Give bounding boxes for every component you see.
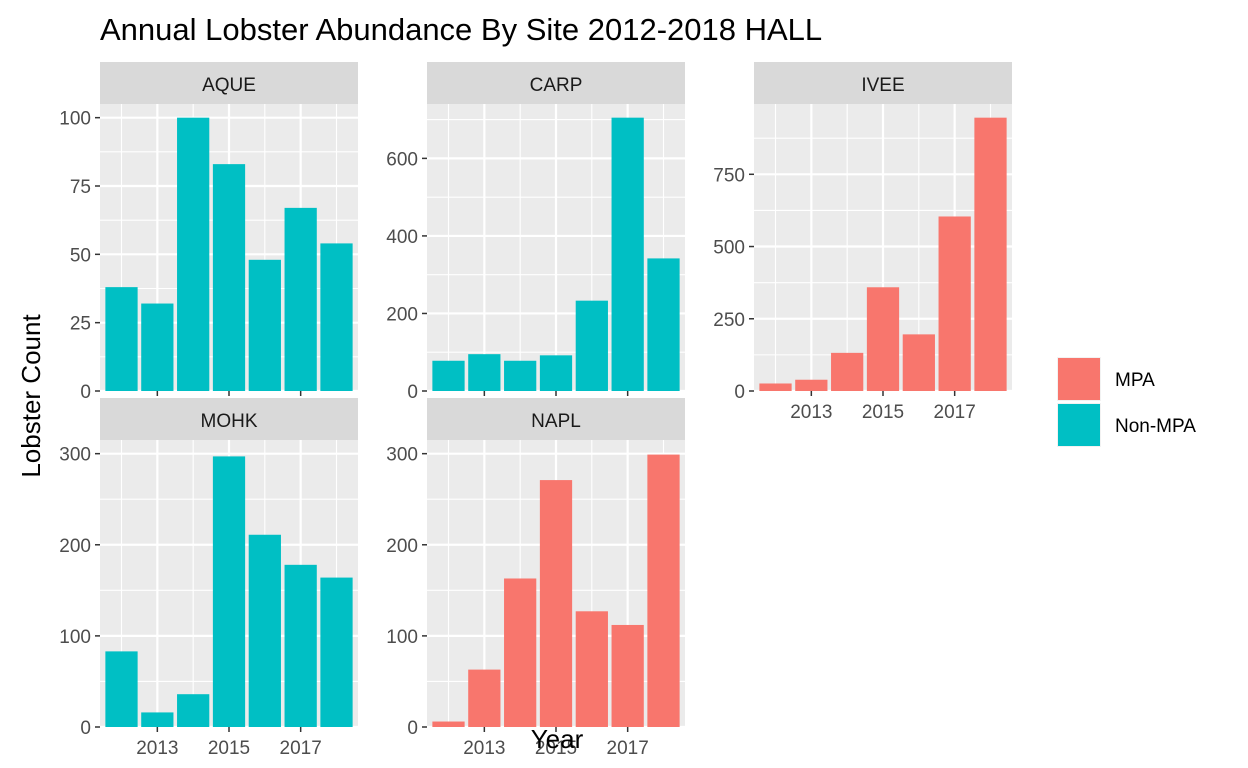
x-tick-label: 2015: [535, 738, 577, 759]
bar-mohk-2018: [320, 577, 353, 727]
panel-aque: AQUE0255075100201320152017: [59, 62, 358, 423]
bar-aque-2018: [320, 243, 353, 391]
panel-ivee: IVEE 0 250 500 750 2013 2015 2017: [713, 62, 1012, 423]
y-tick-label: 500: [713, 238, 745, 259]
bar-mohk-2014: [177, 694, 210, 727]
x-axis-title: Year: [531, 724, 584, 754]
legend-label: MPA: [1115, 370, 1155, 391]
facet-strip: [754, 62, 1012, 104]
bar-mohk-2015: [212, 456, 246, 727]
x-tick-label: 2015: [208, 738, 250, 759]
bar-ivee-2018: [974, 117, 1007, 392]
x-tick-label: 2017: [280, 738, 322, 759]
bar-mohk-2012: [105, 651, 138, 727]
y-axis-title: Lobster Count: [16, 314, 46, 478]
bar-carp-2016: [575, 300, 608, 391]
bar-napl-2014: [504, 578, 537, 727]
y-tick-label: 50: [70, 245, 91, 266]
x-tick-label: 2013: [790, 402, 832, 423]
y-tick-label: 25: [70, 314, 91, 335]
facet-label: AQUE: [202, 75, 256, 96]
panel-napl: NAPL 0 100 200 300 2013 2015 2017: [386, 398, 685, 759]
y-tick-label: 100: [386, 627, 418, 648]
x-tick-label: 2015: [862, 402, 904, 423]
facet-strip: [427, 398, 685, 440]
bar-carp-2014: [504, 360, 537, 391]
bar-mohk-2016: [248, 534, 281, 727]
legend-key-mpa: [1058, 358, 1100, 400]
bar-ivee-2012: [759, 383, 792, 391]
chart-title: Annual Lobster Abundance By Site 2012-20…: [100, 12, 822, 47]
bar-napl-2012: [432, 721, 465, 727]
panel-carp: CARP0200400600201320152017: [386, 62, 685, 423]
y-tick-label: 300: [386, 445, 418, 466]
y-tick-label: 0: [80, 382, 91, 403]
y-tick-label: 250: [713, 310, 745, 331]
bar-napl-2018: [647, 454, 680, 727]
bar-carp-2017: [611, 117, 644, 392]
facet-strip: [100, 398, 358, 440]
x-tick-label: 2017: [934, 402, 976, 423]
y-tick-label: 100: [59, 627, 91, 648]
y-tick-label: 400: [386, 227, 418, 248]
facet-label: IVEE: [861, 75, 904, 96]
panel-mohk: MOHK 0 100 200 300 2013 2015 2017: [59, 398, 358, 759]
x-tick-label: 2013: [136, 738, 178, 759]
y-tick-label: 200: [386, 536, 418, 557]
bar-napl-2017: [611, 624, 644, 727]
bar-carp-2018: [647, 258, 680, 391]
y-tick-label: 0: [734, 382, 745, 403]
y-tick-label: 0: [407, 382, 418, 403]
legend-label: Non-MPA: [1115, 416, 1196, 437]
bar-carp-2015: [539, 355, 573, 391]
bar-ivee-2015: [866, 287, 900, 391]
bar-ivee-2016: [902, 334, 935, 391]
bar-aque-2012: [105, 287, 138, 391]
y-tick-label: 100: [59, 109, 91, 130]
bar-aque-2015: [212, 164, 246, 391]
x-tick-label: 2017: [607, 738, 649, 759]
y-tick-label: 0: [80, 718, 91, 739]
facet-strip: [100, 62, 358, 104]
bar-aque-2017: [284, 207, 317, 391]
legend-key-non-mpa: [1058, 404, 1100, 446]
y-tick-label: 75: [70, 177, 91, 198]
y-tick-label: 600: [386, 149, 418, 170]
bar-carp-2012: [432, 360, 465, 391]
facet-label: NAPL: [531, 411, 581, 432]
y-tick-label: 200: [59, 536, 91, 557]
bar-mohk-2017: [284, 564, 317, 727]
y-tick-label: 750: [713, 165, 745, 186]
facet-label: MOHK: [201, 411, 258, 432]
bar-napl-2013: [468, 669, 501, 727]
facet-strip: [427, 62, 685, 104]
facet-panels: AQUE 0 25 50 75 100 2013 2015 2017 CARP 0 200 400 600…: [59, 62, 1012, 759]
bar-aque-2016: [248, 259, 281, 391]
y-tick-label: 300: [59, 445, 91, 466]
bar-ivee-2017: [938, 216, 971, 391]
bar-napl-2015: [539, 480, 573, 727]
facet-label: CARP: [530, 75, 583, 96]
bar-mohk-2013: [141, 712, 174, 727]
x-tick-label: 2013: [463, 738, 505, 759]
bar-aque-2014: [177, 117, 210, 392]
bar-napl-2016: [575, 611, 608, 727]
bar-ivee-2014: [831, 352, 864, 391]
bar-ivee-2013: [795, 379, 828, 391]
y-tick-label: 200: [386, 304, 418, 325]
y-tick-label: 0: [407, 718, 418, 739]
bar-aque-2013: [141, 303, 174, 391]
legend: MPA Non-MPA: [1057, 357, 1196, 447]
bar-carp-2013: [468, 354, 501, 391]
